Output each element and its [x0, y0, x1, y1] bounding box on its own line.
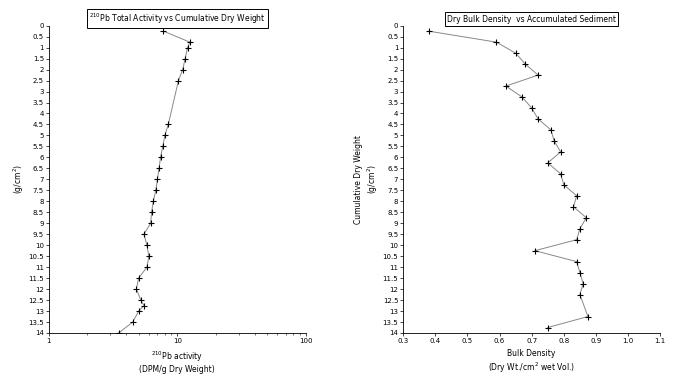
Y-axis label: Cumulative Dry Weight
(g/cm$^{2}$): Cumulative Dry Weight (g/cm$^{2}$)	[354, 135, 380, 224]
Title: $^{210}$Pb Total Activity vs Cumulative Dry Weight: $^{210}$Pb Total Activity vs Cumulative …	[89, 11, 265, 25]
X-axis label: $^{210}$Pb activity
(DPM/g Dry Weight): $^{210}$Pb activity (DPM/g Dry Weight)	[139, 349, 215, 374]
Y-axis label: (g/cm$^{2}$): (g/cm$^{2}$)	[11, 164, 26, 195]
Title: Dry Bulk Density  vs Accumulated Sediment: Dry Bulk Density vs Accumulated Sediment	[447, 15, 616, 24]
X-axis label: Bulk Density
(Dry Wt./cm$^{2}$ wet Vol.): Bulk Density (Dry Wt./cm$^{2}$ wet Vol.)	[488, 349, 575, 375]
